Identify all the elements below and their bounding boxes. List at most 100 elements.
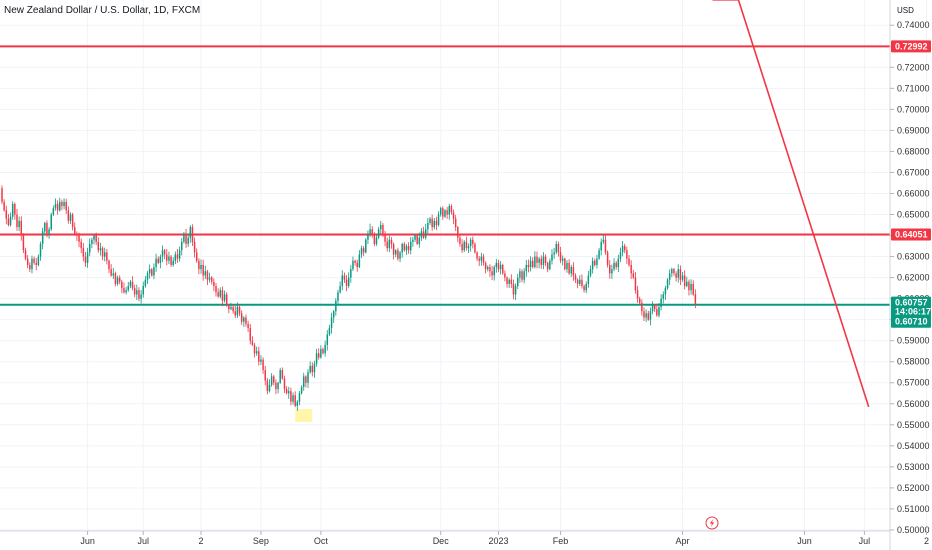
- price-badge-support-bg: [891, 315, 931, 328]
- candle: [95, 232, 97, 246]
- candle: [416, 234, 418, 246]
- candle-body: [335, 300, 337, 312]
- chart-title: New Zealand Dollar / U.S. Dollar, 1D, FX…: [4, 5, 200, 16]
- time-axis[interactable]: JunJul2SepOctDec2023FebAprJunJul2Sep9: [80, 531, 932, 546]
- candle: [341, 270, 344, 290]
- candle: [155, 253, 157, 272]
- candle: [56, 200, 59, 215]
- candle: [690, 279, 692, 295]
- price-badge-support[interactable]: 0.60710: [891, 315, 931, 328]
- candle-body: [354, 260, 356, 263]
- candle-body: [497, 262, 500, 270]
- candle: [183, 231, 185, 244]
- candle-body: [461, 243, 463, 251]
- candle-body: [478, 258, 480, 261]
- candle: [163, 248, 166, 260]
- candle-body: [71, 214, 74, 228]
- candle: [29, 262, 31, 273]
- time-tick-label: 2023: [488, 536, 508, 546]
- candle: [544, 254, 547, 267]
- price-tick-label: 0.63000: [897, 252, 930, 262]
- currency-label[interactable]: USD: [897, 6, 914, 15]
- candle: [568, 259, 570, 275]
- candle-body: [472, 239, 474, 244]
- candle: [519, 268, 521, 283]
- candle: [656, 303, 658, 317]
- candle: [450, 204, 453, 215]
- price-badge-resistance[interactable]: 0.64051: [891, 228, 931, 241]
- candle: [133, 284, 136, 298]
- candle-body: [88, 243, 91, 253]
- candle: [476, 251, 478, 262]
- candle-body: [151, 269, 153, 276]
- candle-body: [225, 294, 228, 305]
- candle: [482, 253, 485, 266]
- candle: [110, 264, 112, 277]
- candle: [324, 340, 326, 357]
- candle: [296, 400, 299, 411]
- candle-body: [615, 262, 617, 268]
- candle: [401, 242, 403, 258]
- candle-body: [290, 391, 292, 402]
- candle: [576, 278, 579, 289]
- candle: [138, 287, 140, 302]
- candle-body: [431, 218, 433, 228]
- candle: [681, 272, 684, 282]
- candle: [463, 240, 465, 253]
- candle: [253, 342, 256, 358]
- candle-body: [103, 252, 106, 257]
- candle-body: [516, 277, 519, 287]
- candle-body: [508, 279, 510, 284]
- candle: [538, 257, 540, 269]
- candle: [176, 248, 179, 263]
- candle: [632, 269, 635, 279]
- candle-body: [172, 260, 174, 265]
- candle-body: [185, 233, 187, 244]
- candle: [405, 243, 408, 255]
- candle-body: [433, 220, 436, 228]
- candle: [671, 267, 673, 277]
- candle: [208, 272, 211, 283]
- candle-body: [155, 258, 157, 268]
- price-badge-upper-resistance[interactable]: 0.72992: [891, 40, 931, 53]
- candle-body: [579, 279, 581, 284]
- candle: [673, 268, 675, 276]
- candle: [606, 250, 609, 268]
- candle-body: [61, 201, 63, 207]
- candle: [131, 276, 134, 291]
- candle-body: [125, 290, 127, 293]
- candle: [97, 237, 100, 253]
- candle: [692, 280, 694, 296]
- candle: [521, 269, 523, 283]
- candle-body: [442, 208, 444, 217]
- candle-body: [566, 262, 568, 270]
- lightning-icon[interactable]: [705, 516, 719, 530]
- candle-body: [221, 290, 224, 301]
- candle-body: [403, 243, 406, 251]
- candle-body: [294, 395, 296, 406]
- candle-body: [373, 235, 376, 244]
- candle-body: [484, 262, 487, 270]
- candle: [358, 250, 361, 269]
- candle-body: [131, 281, 134, 289]
- candle-body: [536, 256, 538, 263]
- price-tick-label: 0.66000: [897, 188, 930, 198]
- candle: [579, 275, 581, 286]
- candle: [1, 185, 3, 205]
- candle-body: [632, 273, 635, 278]
- candle: [178, 246, 181, 262]
- candle-body: [223, 294, 226, 301]
- candle-body: [651, 304, 654, 312]
- highlight-layer: [295, 409, 313, 423]
- candle-body: [621, 246, 624, 253]
- candle-body: [365, 239, 367, 253]
- candle: [390, 237, 393, 249]
- candle: [206, 269, 209, 286]
- candle: [80, 238, 82, 254]
- candle-body: [666, 279, 669, 289]
- candle-body: [48, 229, 50, 234]
- candle: [262, 357, 264, 374]
- candle: [688, 279, 690, 296]
